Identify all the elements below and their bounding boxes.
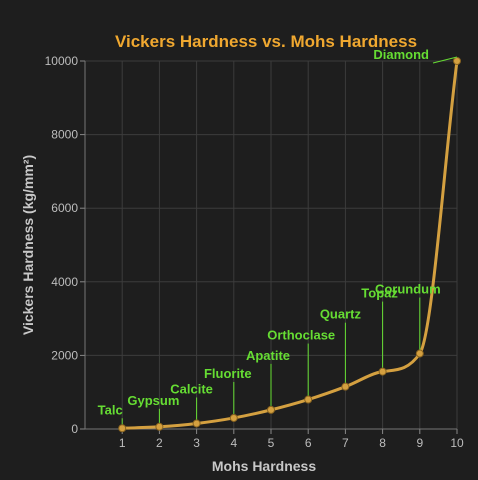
data-point [304, 395, 313, 404]
x-tick-label: 10 [450, 436, 464, 450]
hardness-curve [122, 60, 459, 430]
mineral-label: Diamond [373, 47, 429, 62]
x-tick-label: 1 [119, 436, 126, 450]
mineral-label: Gypsum [127, 393, 179, 408]
y-tick-label: 6000 [51, 201, 78, 215]
x-tick-label: 2 [156, 436, 163, 450]
x-tick-label: 6 [305, 436, 312, 450]
x-tick-label: 3 [193, 436, 200, 450]
data-point [341, 382, 350, 391]
mineral-label: Fluorite [204, 366, 252, 381]
data-point [378, 367, 387, 376]
y-tick-label: 10000 [45, 54, 79, 68]
y-axis-label: Vickers Hardness (kg/mm²) [20, 155, 36, 335]
data-markers [118, 57, 461, 433]
mineral-label: Topaz [361, 286, 398, 301]
mineral-label: Corundum [375, 282, 441, 297]
y-tick-label: 8000 [51, 128, 78, 142]
tick-labels: 1 2 3 4 5 6 7 8 9 10 0 2000 4000 6000 8000 10000 [45, 54, 464, 450]
data-point [155, 422, 164, 431]
mineral-label: Talc [98, 402, 123, 417]
x-tick-label: 8 [379, 436, 386, 450]
x-tick-label: 9 [416, 436, 423, 450]
data-point [415, 349, 424, 358]
y-tick-label: 2000 [51, 348, 78, 362]
axes [84, 61, 457, 430]
data-point [229, 413, 238, 422]
mineral-label: Calcite [170, 381, 213, 396]
data-point [453, 57, 461, 65]
chart-title: Vickers Hardness vs. Mohs Hardness [115, 32, 417, 51]
y-tick-label: 4000 [51, 275, 78, 289]
mineral-label: Orthoclase [267, 328, 335, 343]
grid [80, 60, 458, 434]
mineral-label: Apatite [246, 348, 290, 363]
data-point [267, 405, 275, 414]
data-point [192, 419, 201, 428]
data-point [118, 424, 127, 433]
y-tick-label: 0 [71, 422, 78, 436]
x-axis-label: Mohs Hardness [212, 458, 316, 474]
x-tick-label: 7 [342, 436, 349, 450]
annotation-leader [432, 56, 458, 64]
x-tick-label: 4 [230, 436, 237, 450]
mineral-label: Quartz [320, 307, 362, 322]
x-tick-label: 5 [268, 436, 275, 450]
